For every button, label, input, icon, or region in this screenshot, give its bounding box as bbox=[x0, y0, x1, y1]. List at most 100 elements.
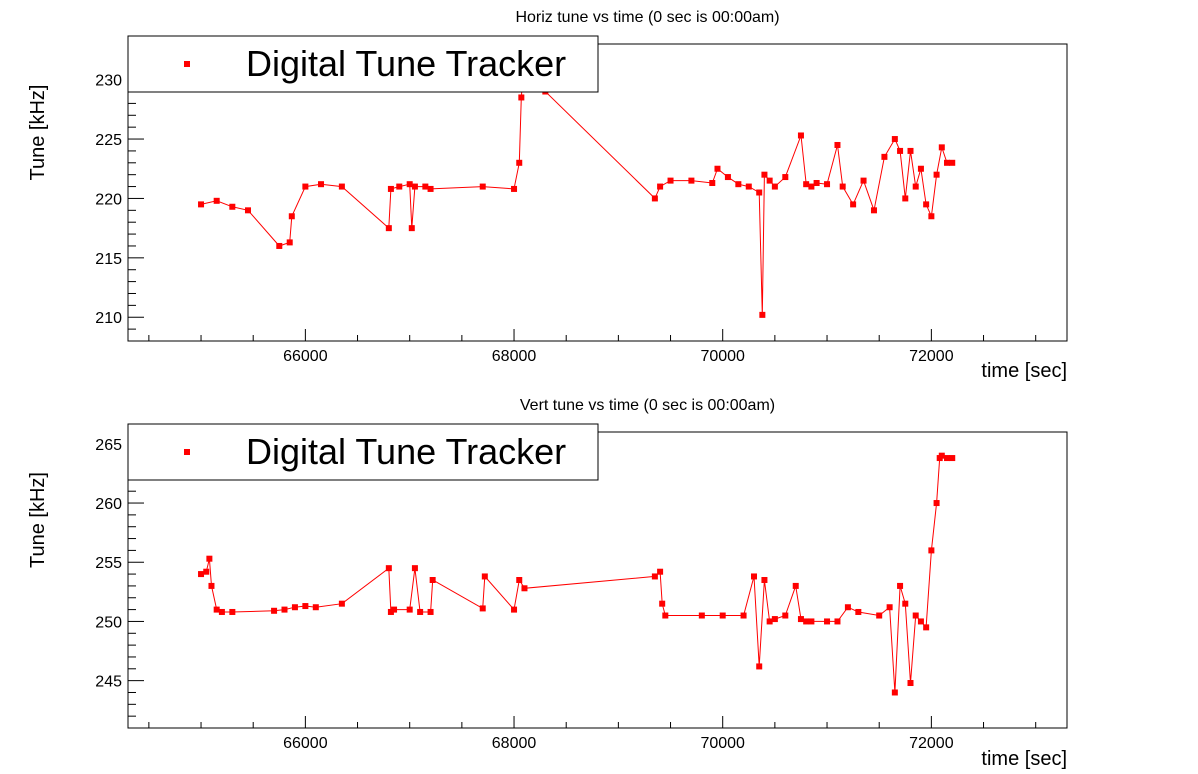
data-point bbox=[408, 225, 415, 232]
data-point bbox=[891, 689, 898, 696]
data-point bbox=[338, 183, 345, 190]
y-tick-label: 255 bbox=[95, 555, 122, 572]
data-point bbox=[844, 604, 851, 611]
data-point bbox=[427, 608, 434, 615]
data-point bbox=[659, 600, 666, 607]
y-axis-label: Tune [kHz] bbox=[27, 85, 49, 181]
data-point bbox=[521, 585, 528, 592]
data-point bbox=[511, 606, 518, 613]
data-point bbox=[662, 612, 669, 619]
data-point bbox=[213, 606, 220, 613]
data-point bbox=[855, 608, 862, 615]
y-axis-label: Tune [kHz] bbox=[27, 472, 49, 568]
data-point bbox=[761, 577, 768, 583]
data-point bbox=[229, 608, 236, 615]
data-point bbox=[803, 618, 810, 625]
data-point bbox=[759, 311, 766, 318]
data-point bbox=[792, 582, 799, 589]
y-tick-label: 215 bbox=[95, 251, 122, 268]
data-point bbox=[218, 608, 225, 615]
data-point bbox=[208, 582, 215, 589]
data-point bbox=[203, 568, 210, 575]
data-point bbox=[422, 183, 429, 190]
data-point bbox=[756, 189, 763, 196]
data-point bbox=[782, 174, 789, 181]
series-group bbox=[198, 52, 956, 318]
data-point bbox=[897, 582, 904, 589]
data-point bbox=[511, 185, 518, 192]
x-axis-label: time [sec] bbox=[981, 360, 1067, 382]
data-point bbox=[923, 624, 930, 631]
data-point bbox=[271, 607, 278, 614]
data-point bbox=[286, 239, 293, 246]
data-point bbox=[797, 132, 804, 139]
data-point bbox=[886, 604, 893, 611]
data-point bbox=[944, 159, 951, 166]
data-point bbox=[938, 144, 945, 151]
data-point bbox=[276, 242, 283, 249]
x-tick-label: 70000 bbox=[700, 735, 745, 752]
data-point bbox=[808, 618, 815, 625]
data-point bbox=[481, 573, 488, 580]
data-point bbox=[766, 177, 773, 184]
legend: Digital Tune Tracker bbox=[127, 423, 599, 481]
data-point bbox=[917, 165, 924, 172]
data-point bbox=[719, 612, 726, 619]
data-point bbox=[724, 174, 731, 181]
data-point bbox=[518, 94, 525, 101]
legend-marker bbox=[184, 449, 190, 455]
x-tick-label: 68000 bbox=[492, 348, 537, 365]
data-point bbox=[385, 565, 392, 572]
data-point bbox=[651, 573, 658, 580]
data-point bbox=[288, 213, 295, 220]
data-point bbox=[302, 603, 309, 610]
legend-box bbox=[127, 35, 599, 93]
data-point bbox=[839, 183, 846, 190]
data-point bbox=[479, 183, 486, 190]
data-point bbox=[281, 606, 288, 613]
data-point bbox=[876, 612, 883, 619]
x-tick-label: 66000 bbox=[283, 735, 328, 752]
series-line bbox=[200, 54, 953, 315]
data-point bbox=[917, 618, 924, 625]
data-point bbox=[949, 159, 956, 166]
y-tick-label: 230 bbox=[95, 73, 122, 90]
chart-panel-1: Horiz tune vs time (0 sec is 00:00am) Tun… bbox=[27, 9, 1068, 382]
data-point bbox=[338, 600, 345, 607]
data-point bbox=[803, 181, 810, 188]
data-point bbox=[387, 608, 394, 615]
data-point bbox=[808, 183, 815, 190]
data-point bbox=[387, 185, 394, 192]
data-point bbox=[751, 573, 757, 580]
data-point bbox=[870, 207, 877, 214]
legend-marker bbox=[184, 61, 190, 67]
data-point bbox=[834, 141, 841, 148]
data-point bbox=[860, 177, 867, 184]
legend-label: Digital Tune Tracker bbox=[246, 43, 566, 84]
data-point bbox=[714, 165, 721, 172]
y-tick-label: 225 bbox=[95, 132, 122, 149]
y-tick-label: 265 bbox=[95, 437, 122, 454]
legend-box bbox=[127, 423, 599, 481]
data-point bbox=[928, 547, 935, 554]
y-tick-label: 220 bbox=[95, 191, 122, 208]
data-point bbox=[938, 452, 945, 459]
data-point bbox=[907, 147, 914, 154]
x-tick-label: 68000 bbox=[492, 735, 537, 752]
data-point bbox=[312, 604, 319, 611]
data-point bbox=[479, 605, 486, 612]
data-point bbox=[949, 455, 956, 462]
data-point bbox=[516, 577, 523, 583]
data-point bbox=[318, 181, 325, 188]
chart-panel-2: Vert tune vs time (0 sec is 00:00am) Tune… bbox=[27, 397, 1068, 770]
data-point bbox=[771, 183, 778, 190]
data-point bbox=[213, 197, 220, 204]
data-point bbox=[429, 577, 436, 583]
y-tick-label: 245 bbox=[95, 674, 122, 691]
x-axis-label: time [sec] bbox=[981, 748, 1067, 770]
data-point bbox=[756, 663, 763, 670]
data-point bbox=[782, 612, 789, 619]
data-point bbox=[766, 618, 773, 625]
x-tick-label: 72000 bbox=[909, 348, 954, 365]
